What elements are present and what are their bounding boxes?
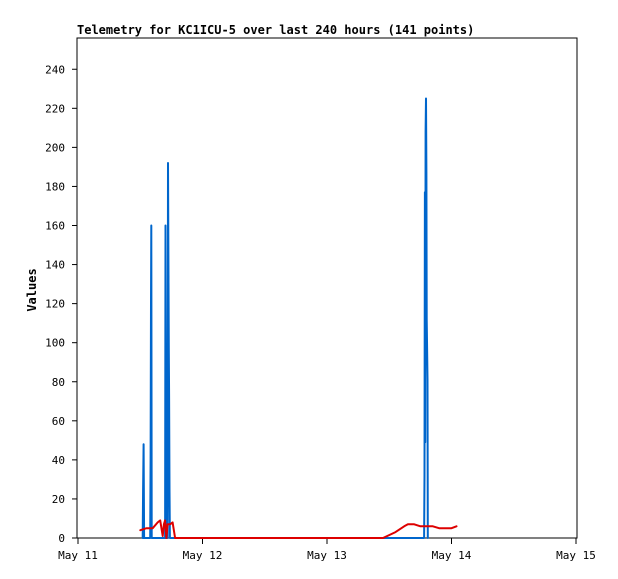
y-tick-label: 200 xyxy=(45,141,65,154)
series-line-2 xyxy=(139,519,458,539)
x-tick-label: May 14 xyxy=(432,549,472,562)
y-tick-label: 0 xyxy=(58,532,65,545)
x-tick-label: May 12 xyxy=(183,549,223,562)
y-tick-label: 180 xyxy=(45,180,65,193)
y-tick-label: 100 xyxy=(45,337,65,350)
chart-title: Telemetry for KC1ICU-5 over last 240 hou… xyxy=(77,23,474,37)
y-axis: 0 20 40 60 80 100 120 140 160 180 200 220 240 xyxy=(45,63,77,545)
series-layer xyxy=(139,97,458,539)
y-tick-label: 80 xyxy=(52,376,65,389)
y-tick-label: 60 xyxy=(52,415,65,428)
x-tick-label: May 15 xyxy=(556,549,596,562)
x-axis: May 11 May 12 May 13 May 14 May 15 xyxy=(58,538,596,562)
y-tick-label: 240 xyxy=(45,63,65,76)
y-tick-label: 160 xyxy=(45,220,65,233)
x-tick-label: May 13 xyxy=(307,549,347,562)
series-line-1 xyxy=(141,97,429,539)
y-tick-label: 40 xyxy=(52,454,65,467)
y-tick-label: 120 xyxy=(45,298,65,311)
x-tick-label: May 11 xyxy=(58,549,98,562)
y-tick-label: 220 xyxy=(45,102,65,115)
y-tick-label: 20 xyxy=(52,493,65,506)
y-axis-label: Values xyxy=(25,268,39,311)
y-tick-label: 140 xyxy=(45,259,65,272)
